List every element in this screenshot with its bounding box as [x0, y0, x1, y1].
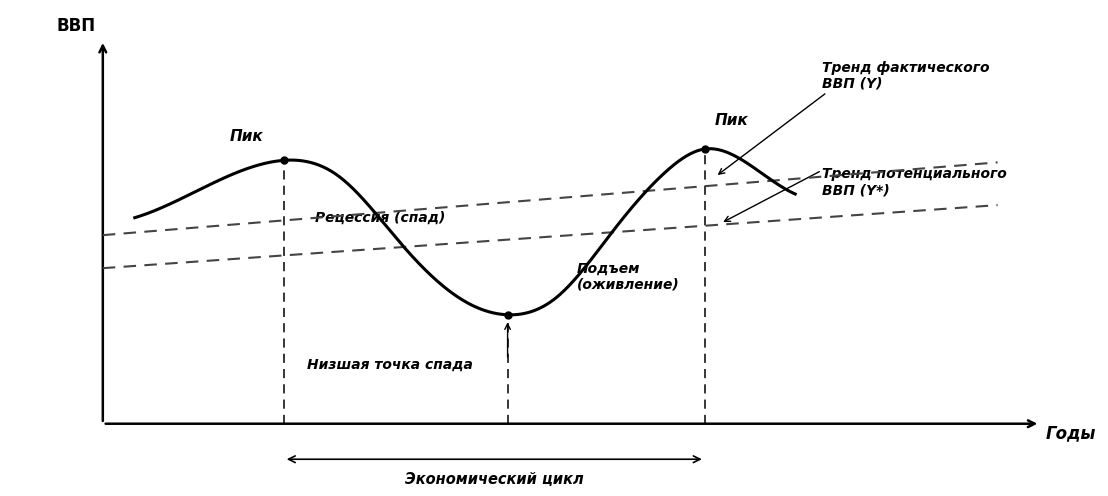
Text: Подъем
(оживление): Подъем (оживление): [577, 262, 679, 292]
Text: ВВП: ВВП: [57, 17, 95, 35]
Text: Годы: Годы: [1046, 424, 1096, 442]
Text: Пик: Пик: [229, 129, 264, 144]
Text: Тренд потенциального
ВВП (Y*): Тренд потенциального ВВП (Y*): [822, 167, 1006, 197]
Text: Экономический цикл: Экономический цикл: [404, 473, 584, 488]
Text: Рецессия (спад): Рецессия (спад): [315, 211, 445, 225]
Text: Пик: Пик: [715, 113, 748, 127]
Text: Низшая точка спада: Низшая точка спада: [308, 358, 473, 372]
Text: Тренд фактического
ВВП (Y): Тренд фактического ВВП (Y): [822, 61, 989, 91]
